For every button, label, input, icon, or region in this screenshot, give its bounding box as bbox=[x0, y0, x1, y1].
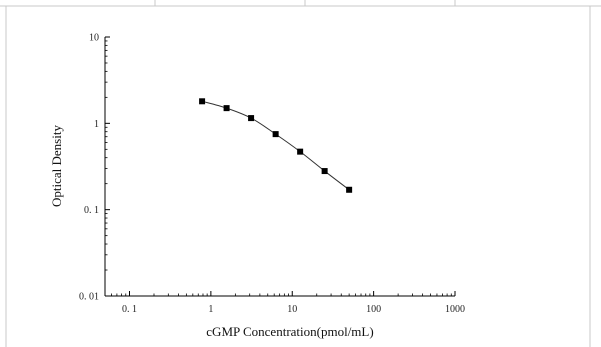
axes bbox=[104, 37, 455, 297]
data-point-marker bbox=[223, 105, 230, 112]
data-point-marker bbox=[297, 148, 304, 155]
x-tick-label: 1 bbox=[208, 304, 213, 315]
x-tick-label: 0. 1 bbox=[122, 304, 137, 315]
data-point-marker bbox=[199, 98, 206, 105]
y-axis-label: Optical Density bbox=[49, 125, 64, 207]
data-point-marker bbox=[346, 186, 353, 193]
data-points bbox=[199, 98, 353, 193]
fit-curve bbox=[201, 100, 350, 191]
y-tick-label: 0. 01 bbox=[79, 292, 99, 303]
x-tick-label: 10 bbox=[287, 304, 297, 315]
data-point-marker bbox=[248, 115, 255, 122]
data-point-marker bbox=[272, 131, 279, 138]
data-point-marker bbox=[321, 168, 328, 175]
y-tick-label: 10 bbox=[89, 33, 99, 44]
ticks: 0. 01 0. 1 1 10 0. 1 1 10 100 1000 bbox=[79, 33, 465, 316]
y-tick-label: 0. 1 bbox=[84, 205, 99, 216]
x-tick-label: 100 bbox=[366, 304, 381, 315]
fit-curve-line bbox=[201, 100, 350, 191]
x-tick-label: 1000 bbox=[445, 304, 465, 315]
x-axis-label: cGMP Concentration(pmol/mL) bbox=[206, 324, 373, 339]
y-tick-label: 1 bbox=[94, 119, 99, 130]
